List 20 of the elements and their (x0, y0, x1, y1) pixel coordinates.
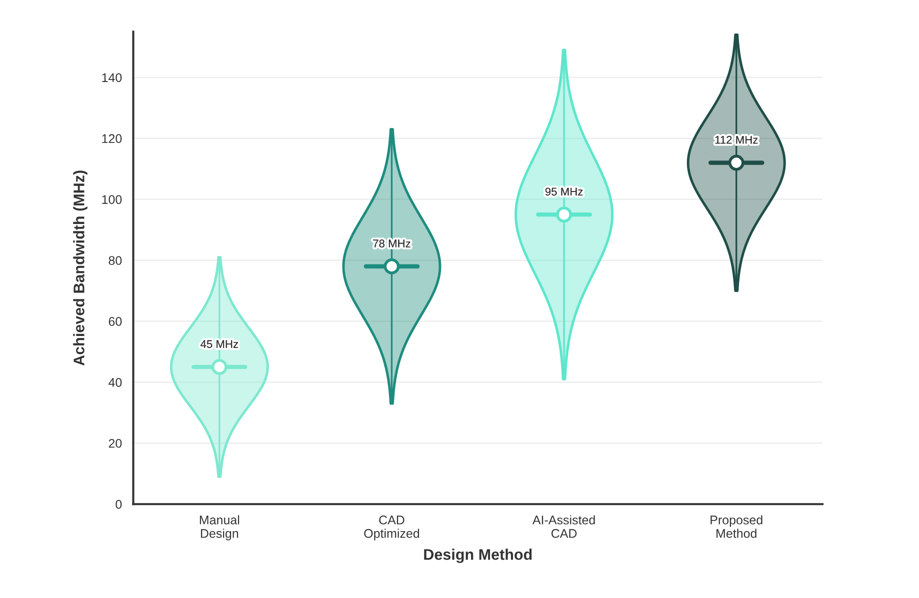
x-tick-label: Manual Design (200, 515, 240, 540)
data-label: 45 MHz (200, 340, 238, 348)
y-tick-label: 120 (102, 134, 122, 144)
x-tick-label: Proposed Method (710, 515, 762, 538)
point (556, 206, 572, 223)
y-tick-label: 100 (102, 195, 122, 204)
y-tick-label: 40 (108, 378, 122, 387)
y-tick-label: 140 (102, 73, 122, 82)
y-tick-label: 0 (116, 500, 122, 509)
y-tick-label: 60 (108, 317, 122, 326)
point (384, 258, 400, 274)
point (211, 358, 228, 375)
y-axis-title: Achieved Bandwidth (MHz) (73, 170, 88, 366)
point (728, 154, 744, 171)
x-tick-label: CAD Optimized (364, 516, 420, 540)
y-tick-label: 20 (108, 438, 122, 448)
x-axis-title: Design Method (424, 548, 532, 563)
x-tick-label: AI-Assisted CAD (532, 515, 595, 538)
data-label: 95 MHz (545, 188, 583, 196)
y-tick-label: 80 (108, 256, 122, 265)
